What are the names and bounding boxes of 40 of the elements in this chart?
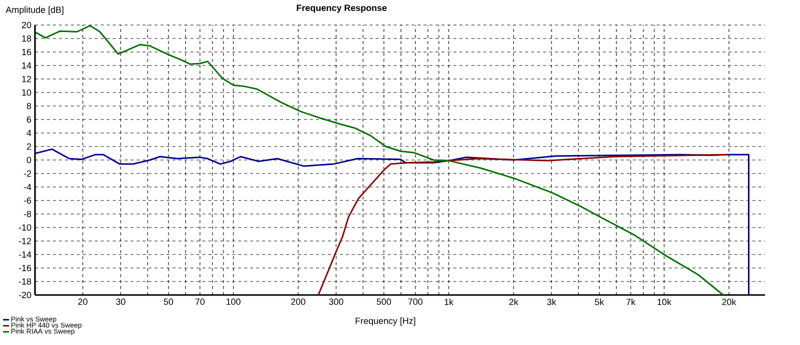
y-tick-label: 18 xyxy=(22,35,32,42)
x-tick-label: 7k xyxy=(626,298,636,306)
y-tick-label: -14 xyxy=(18,251,32,258)
y-tick-label: 14 xyxy=(22,62,32,69)
y-tick-label: -12 xyxy=(18,238,32,244)
x-tick-label: 1k xyxy=(444,298,454,306)
x-tick-label: 20k xyxy=(722,298,736,306)
x-tick-label: 10k xyxy=(658,298,672,306)
y-tick-label: -8 xyxy=(24,210,32,218)
y-tick-label: -6 xyxy=(24,197,32,204)
y-tick-label: 6 xyxy=(26,116,32,123)
x-tick-label: 700 xyxy=(408,298,422,305)
x-tick-label: 2k xyxy=(509,298,518,306)
x-axis-title: Frequency [Hz] xyxy=(356,317,416,326)
y-tick-label: 4 xyxy=(26,130,32,136)
x-tick-label: 70 xyxy=(195,298,205,305)
x-tick-label: 100 xyxy=(226,298,240,305)
y-tick-label: -4 xyxy=(24,184,32,190)
y-tick-label: 20 xyxy=(22,22,32,28)
y-tick-label: -18 xyxy=(18,278,32,285)
y-tick-label: 12 xyxy=(22,76,32,82)
y-tick-label: 8 xyxy=(26,102,32,110)
y-tick-label: -20 xyxy=(18,292,32,298)
y-axis-title: Amplitude [dB] xyxy=(6,6,64,15)
y-tick-label: -2 xyxy=(24,170,32,177)
x-tick-label: 300 xyxy=(328,298,344,305)
y-tick-label: -10 xyxy=(18,224,32,231)
x-tick-label: 3k xyxy=(547,298,556,306)
x-tick-label: 500 xyxy=(376,298,392,305)
y-tick-label: 0 xyxy=(26,156,32,164)
x-tick-label: 50 xyxy=(164,298,174,305)
x-tick-label: 30 xyxy=(116,298,126,305)
x-tick-label: 20 xyxy=(78,298,88,305)
chart-title: Frequency Response xyxy=(296,4,387,13)
y-tick-label: -16 xyxy=(18,264,32,272)
x-tick-label: 5k xyxy=(594,298,604,306)
y-tick-label: 16 xyxy=(22,48,32,56)
y-tick-label: 10 xyxy=(22,89,32,96)
y-tick-label: 2 xyxy=(26,143,32,150)
x-tick-label: 200 xyxy=(291,298,306,305)
